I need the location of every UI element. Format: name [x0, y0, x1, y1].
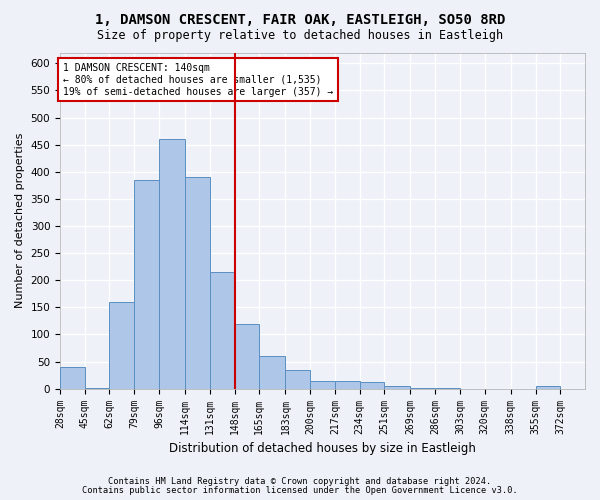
Bar: [235, 324, 259, 388]
Bar: [159, 140, 185, 388]
Text: 1, DAMSON CRESCENT, FAIR OAK, EASTLEIGH, SO50 8RD: 1, DAMSON CRESCENT, FAIR OAK, EASTLEIGH,…: [95, 12, 505, 26]
Text: Contains public sector information licensed under the Open Government Licence v3: Contains public sector information licen…: [82, 486, 518, 495]
Bar: [335, 380, 359, 388]
Bar: [536, 386, 560, 388]
Text: Size of property relative to detached houses in Eastleigh: Size of property relative to detached ho…: [97, 29, 503, 42]
Bar: [286, 370, 310, 388]
X-axis label: Distribution of detached houses by size in Eastleigh: Distribution of detached houses by size …: [169, 442, 476, 455]
Y-axis label: Number of detached properties: Number of detached properties: [15, 133, 25, 308]
Text: Contains HM Land Registry data © Crown copyright and database right 2024.: Contains HM Land Registry data © Crown c…: [109, 477, 491, 486]
Bar: [60, 367, 85, 388]
Text: 1 DAMSON CRESCENT: 140sqm
← 80% of detached houses are smaller (1,535)
19% of se: 1 DAMSON CRESCENT: 140sqm ← 80% of detac…: [63, 64, 333, 96]
Bar: [185, 177, 210, 388]
Bar: [385, 386, 410, 388]
Bar: [359, 382, 385, 388]
Bar: [259, 356, 286, 388]
Bar: [134, 180, 159, 388]
Bar: [109, 302, 134, 388]
Bar: [210, 272, 235, 388]
Bar: [310, 380, 335, 388]
